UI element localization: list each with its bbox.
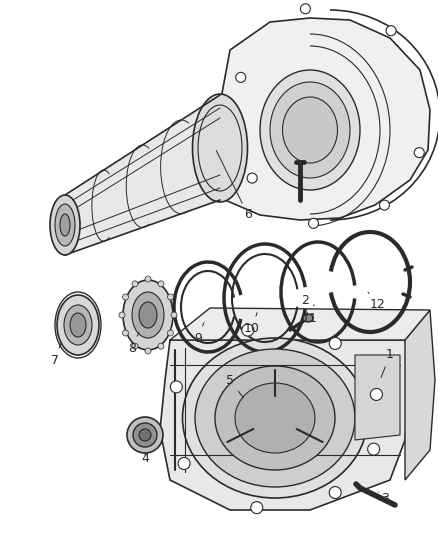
Circle shape bbox=[308, 219, 318, 228]
Circle shape bbox=[170, 381, 182, 393]
Circle shape bbox=[386, 26, 396, 36]
Circle shape bbox=[367, 443, 380, 455]
Circle shape bbox=[247, 173, 257, 183]
Ellipse shape bbox=[145, 348, 151, 354]
Polygon shape bbox=[405, 310, 435, 480]
Circle shape bbox=[379, 200, 389, 210]
Ellipse shape bbox=[132, 292, 164, 338]
Ellipse shape bbox=[195, 349, 355, 487]
Circle shape bbox=[329, 337, 341, 350]
Text: 9: 9 bbox=[194, 322, 204, 344]
Ellipse shape bbox=[123, 330, 128, 336]
Circle shape bbox=[236, 72, 246, 83]
Polygon shape bbox=[218, 18, 430, 220]
Ellipse shape bbox=[158, 281, 164, 287]
Ellipse shape bbox=[60, 214, 70, 236]
Ellipse shape bbox=[283, 97, 338, 163]
Ellipse shape bbox=[270, 82, 350, 178]
Circle shape bbox=[178, 457, 190, 470]
Text: 8: 8 bbox=[128, 333, 139, 354]
Text: 7: 7 bbox=[51, 343, 61, 367]
Ellipse shape bbox=[64, 305, 92, 345]
Ellipse shape bbox=[171, 312, 177, 318]
Ellipse shape bbox=[119, 312, 125, 318]
Polygon shape bbox=[160, 340, 410, 510]
Text: 10: 10 bbox=[244, 313, 260, 335]
Text: 12: 12 bbox=[368, 292, 386, 311]
Text: 11: 11 bbox=[302, 305, 318, 325]
Text: 1: 1 bbox=[381, 349, 394, 377]
Circle shape bbox=[242, 324, 254, 336]
Ellipse shape bbox=[215, 366, 335, 470]
Ellipse shape bbox=[132, 343, 138, 349]
Polygon shape bbox=[65, 95, 220, 255]
Ellipse shape bbox=[192, 94, 247, 202]
Ellipse shape bbox=[167, 294, 173, 300]
Text: 4: 4 bbox=[141, 451, 149, 464]
Ellipse shape bbox=[303, 314, 313, 322]
Ellipse shape bbox=[132, 281, 138, 287]
Ellipse shape bbox=[123, 280, 173, 350]
Text: 2: 2 bbox=[301, 294, 309, 315]
Circle shape bbox=[300, 4, 311, 14]
Ellipse shape bbox=[145, 276, 151, 282]
Ellipse shape bbox=[133, 423, 157, 447]
Ellipse shape bbox=[50, 195, 80, 255]
Ellipse shape bbox=[139, 302, 157, 328]
Ellipse shape bbox=[167, 330, 173, 336]
Ellipse shape bbox=[183, 338, 367, 498]
Ellipse shape bbox=[235, 383, 315, 453]
Ellipse shape bbox=[260, 70, 360, 190]
Circle shape bbox=[371, 389, 382, 400]
Ellipse shape bbox=[123, 294, 128, 300]
Circle shape bbox=[251, 502, 263, 514]
Circle shape bbox=[329, 487, 341, 498]
Ellipse shape bbox=[57, 295, 99, 355]
Ellipse shape bbox=[70, 313, 86, 337]
Text: 6: 6 bbox=[216, 150, 252, 222]
Ellipse shape bbox=[158, 343, 164, 349]
Text: 3: 3 bbox=[378, 491, 389, 505]
Ellipse shape bbox=[139, 429, 151, 441]
Text: 5: 5 bbox=[226, 374, 244, 398]
Ellipse shape bbox=[55, 204, 75, 246]
Polygon shape bbox=[170, 308, 430, 340]
Ellipse shape bbox=[127, 417, 163, 453]
Polygon shape bbox=[355, 355, 400, 440]
Circle shape bbox=[414, 148, 424, 158]
